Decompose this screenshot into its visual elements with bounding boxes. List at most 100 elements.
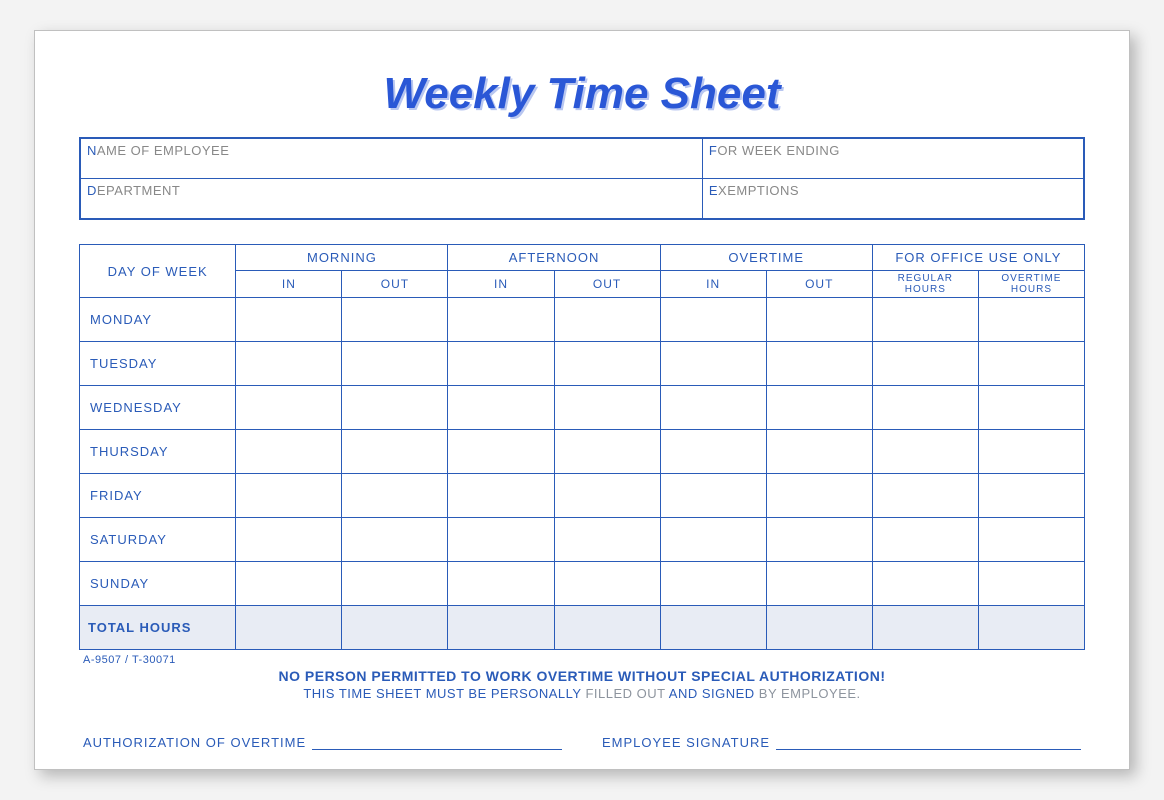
time-cell[interactable] (978, 342, 1084, 386)
time-cell[interactable] (236, 298, 342, 342)
time-cell[interactable] (766, 430, 872, 474)
day-label: WEDNESDAY (80, 386, 236, 430)
field-name-of-employee[interactable]: NAME OF EMPLOYEE (81, 139, 703, 179)
sub-overtime-hours: OVERTIME HOURS (978, 271, 1084, 298)
sub-overtime-in: IN (660, 271, 766, 298)
time-cell[interactable] (448, 430, 554, 474)
time-cell[interactable] (872, 474, 978, 518)
field-exemptions[interactable]: EXEMPTIONS (702, 179, 1083, 219)
time-cell[interactable] (978, 386, 1084, 430)
signature-employee[interactable]: EMPLOYEE SIGNATURE (602, 735, 1081, 750)
signature-overtime[interactable]: AUTHORIZATION OF OVERTIME (83, 735, 562, 750)
time-cell[interactable] (978, 518, 1084, 562)
total-cell[interactable] (766, 606, 872, 650)
label: THIS TIME SHEET MUST BE PERSONALLY (303, 686, 585, 701)
time-cell[interactable] (236, 518, 342, 562)
time-cell[interactable] (766, 474, 872, 518)
time-cell[interactable] (872, 562, 978, 606)
time-cell[interactable] (236, 342, 342, 386)
time-cell[interactable] (766, 386, 872, 430)
time-cell[interactable] (660, 298, 766, 342)
table-row: SATURDAY (80, 518, 1085, 562)
time-cell[interactable] (872, 518, 978, 562)
label: XEMPTIONS (718, 183, 799, 198)
time-cell[interactable] (872, 298, 978, 342)
overtime-notice: NO PERSON PERMITTED TO WORK OVERTIME WIT… (35, 668, 1129, 684)
table-row: WEDNESDAY (80, 386, 1085, 430)
time-cell[interactable] (978, 430, 1084, 474)
time-cell[interactable] (236, 430, 342, 474)
time-cell[interactable] (554, 518, 660, 562)
time-cell[interactable] (766, 562, 872, 606)
time-cell[interactable] (872, 430, 978, 474)
time-cell[interactable] (766, 342, 872, 386)
time-cell[interactable] (872, 342, 978, 386)
time-cell[interactable] (342, 562, 448, 606)
time-cell[interactable] (660, 342, 766, 386)
time-cell[interactable] (554, 298, 660, 342)
time-cell[interactable] (660, 518, 766, 562)
label: OR WEEK ENDING (717, 143, 840, 158)
total-cell[interactable] (660, 606, 766, 650)
time-cell[interactable] (554, 430, 660, 474)
signature-row: AUTHORIZATION OF OVERTIME EMPLOYEE SIGNA… (83, 735, 1081, 750)
label: AND SIGNED (665, 686, 758, 701)
label: D (87, 183, 97, 198)
total-cell[interactable] (978, 606, 1084, 650)
table-row: MONDAY (80, 298, 1085, 342)
time-cell[interactable] (448, 342, 554, 386)
time-cell[interactable] (448, 386, 554, 430)
time-cell[interactable] (236, 474, 342, 518)
total-row: TOTAL HOURS (80, 606, 1085, 650)
time-cell[interactable] (342, 518, 448, 562)
day-label: FRIDAY (80, 474, 236, 518)
signature-line (312, 736, 562, 750)
label: EMPLOYEE SIGNATURE (602, 735, 770, 750)
time-cell[interactable] (342, 474, 448, 518)
time-cell[interactable] (554, 386, 660, 430)
total-cell[interactable] (554, 606, 660, 650)
total-cell[interactable] (342, 606, 448, 650)
sub-afternoon-out: OUT (554, 271, 660, 298)
time-cell[interactable] (554, 474, 660, 518)
table-row: FRIDAY (80, 474, 1085, 518)
fillout-notice: THIS TIME SHEET MUST BE PERSONALLY FILLE… (35, 686, 1129, 701)
label: N (87, 143, 97, 158)
time-cell[interactable] (554, 342, 660, 386)
time-cell[interactable] (448, 298, 554, 342)
table-row: TUESDAY (80, 342, 1085, 386)
total-cell[interactable] (872, 606, 978, 650)
total-label: TOTAL HOURS (80, 606, 236, 650)
time-cell[interactable] (342, 298, 448, 342)
time-cell[interactable] (236, 386, 342, 430)
time-cell[interactable] (342, 386, 448, 430)
time-cell[interactable] (660, 430, 766, 474)
time-cell[interactable] (660, 562, 766, 606)
time-cell[interactable] (448, 474, 554, 518)
time-cell[interactable] (978, 562, 1084, 606)
page-title: Weekly Time Sheet (35, 69, 1129, 119)
time-cell[interactable] (342, 430, 448, 474)
sub-morning-out: OUT (342, 271, 448, 298)
field-department[interactable]: DEPARTMENT (81, 179, 703, 219)
field-week-ending[interactable]: FOR WEEK ENDING (702, 139, 1083, 179)
time-cell[interactable] (660, 386, 766, 430)
total-cell[interactable] (236, 606, 342, 650)
time-cell[interactable] (448, 562, 554, 606)
time-cell[interactable] (872, 386, 978, 430)
time-cell[interactable] (978, 474, 1084, 518)
time-cell[interactable] (660, 474, 766, 518)
time-cell[interactable] (236, 562, 342, 606)
time-cell[interactable] (978, 298, 1084, 342)
signature-line (776, 736, 1081, 750)
time-cell[interactable] (554, 562, 660, 606)
label: AUTHORIZATION OF OVERTIME (83, 735, 306, 750)
time-cell[interactable] (766, 518, 872, 562)
time-cell[interactable] (448, 518, 554, 562)
time-cell[interactable] (766, 298, 872, 342)
time-cell[interactable] (342, 342, 448, 386)
total-cell[interactable] (448, 606, 554, 650)
label: FILLED OUT (585, 686, 665, 701)
day-label: TUESDAY (80, 342, 236, 386)
sub-morning-in: IN (236, 271, 342, 298)
